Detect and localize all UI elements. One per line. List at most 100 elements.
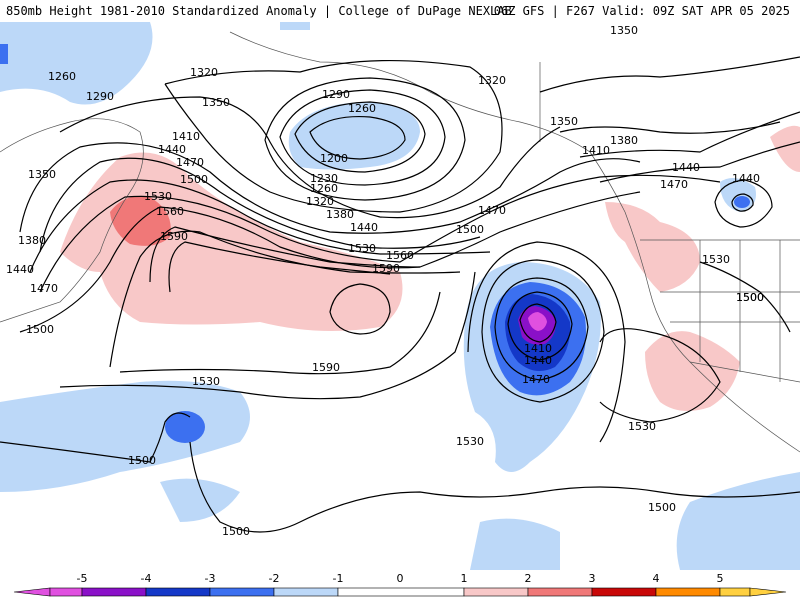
contour-south-1500-b xyxy=(189,441,800,533)
contour-label: 1500 xyxy=(222,525,250,538)
contour-1320 xyxy=(164,59,503,213)
colorbar-tick: -1 xyxy=(333,572,344,585)
contour-cutoff-1530 xyxy=(467,241,626,443)
contour-label: 1260 xyxy=(48,70,76,83)
contour-1350 xyxy=(59,96,561,219)
anomaly-map: 1350 1260 1290 1320 1320 1350 1290 1260 … xyxy=(0,22,800,570)
states-grid xyxy=(660,240,800,382)
contour-label: 1590 xyxy=(312,361,340,374)
colorbar-swatch xyxy=(337,587,465,597)
colorbar-swatch xyxy=(527,587,593,597)
colorbar-swatch xyxy=(145,587,211,597)
contour-label: 1410 xyxy=(172,130,200,143)
contour-label: 1380 xyxy=(18,234,46,247)
colorbar-tick: -4 xyxy=(141,572,152,585)
contour-cutoff-1500 xyxy=(481,259,605,403)
contour-1560 xyxy=(149,226,421,283)
contour-ne-1440 xyxy=(599,141,800,183)
contour-label: 1530 xyxy=(628,420,656,433)
contour-label: 1230 xyxy=(310,172,338,185)
contour-label: 1440 xyxy=(732,172,760,185)
border-us-mexico xyxy=(689,361,800,383)
contour-1230 xyxy=(294,101,426,173)
anomaly-area-neg1-aleutian xyxy=(288,102,420,170)
coastline-alaska xyxy=(229,31,626,213)
contour-1200 xyxy=(309,115,406,160)
contour-label: 1350 xyxy=(550,115,578,128)
colorbar-arrow-right xyxy=(749,587,787,597)
coastlines xyxy=(0,31,800,453)
contour-label: 1380 xyxy=(326,208,354,221)
contour-label: 1530 xyxy=(192,375,220,388)
colorbar-strip xyxy=(13,587,787,597)
colorbar-swatch xyxy=(655,587,721,597)
contour-label: 1590 xyxy=(160,230,188,243)
contour-label: 1320 xyxy=(478,74,506,87)
contour-1500 xyxy=(19,191,641,333)
contour-label: 1530 xyxy=(348,242,376,255)
contour-1590 xyxy=(168,241,391,293)
colorbar-swatch xyxy=(49,587,83,597)
contour-label: 1440 xyxy=(158,143,186,156)
contour-label: 1470 xyxy=(478,204,506,217)
contour-label: 1470 xyxy=(176,156,204,169)
contour-label: 1470 xyxy=(522,373,550,386)
contour-cutoff-1440 xyxy=(507,291,573,361)
contour-label: 1500 xyxy=(648,501,676,514)
contour-1440 xyxy=(29,179,491,273)
anomaly-area-pos1-california xyxy=(645,331,740,411)
contour-east-1440 xyxy=(714,179,773,228)
run-info: 06Z GFS | F267 Valid: 09Z SAT APR 05 202… xyxy=(493,4,790,18)
contour-label: 1500 xyxy=(128,454,156,467)
contour-cutoff-1410 xyxy=(519,303,557,343)
anomaly-area-neg1-mexico xyxy=(470,518,560,570)
contour-ne-1410 xyxy=(579,111,800,158)
anomaly-area-neg5-cutoff xyxy=(528,312,547,331)
contour-label: 1500 xyxy=(180,173,208,186)
colorbar-swatch xyxy=(81,587,147,597)
contour-label: 1440 xyxy=(672,161,700,174)
contour-label: 1530 xyxy=(456,435,484,448)
contour-label: 1560 xyxy=(156,205,184,218)
contour-label: 1320 xyxy=(190,66,218,79)
contour-label: 1500 xyxy=(736,291,764,304)
anomaly-area-neg1-north xyxy=(280,22,310,30)
contour-label: 1260 xyxy=(348,102,376,115)
colorbar-tick: 1 xyxy=(461,572,468,585)
contour-east-1440-inner xyxy=(731,193,754,212)
contour-1410 xyxy=(39,157,481,253)
anomaly-area-pos1-far-east xyxy=(770,125,800,172)
contour-label: 1410 xyxy=(524,342,552,355)
contour-label: 1530 xyxy=(702,253,730,266)
contour-label: 1500 xyxy=(456,223,484,236)
contour-label: 1290 xyxy=(86,90,114,103)
coastline-asia xyxy=(0,118,144,323)
colorbar-tick: 5 xyxy=(717,572,724,585)
colorbar-tick: 0 xyxy=(397,572,404,585)
colorbar-swatch xyxy=(719,587,751,597)
contour-south-1590 xyxy=(119,291,441,375)
colorbar-swatch xyxy=(273,587,339,597)
contour-label: 1350 xyxy=(28,168,56,181)
anomaly-colorbar: -5 -4 -3 -2 -1 0 1 2 3 4 5 xyxy=(13,572,787,597)
contour-1380 xyxy=(19,142,641,234)
anomaly-area-neg1-south-pacific xyxy=(0,380,250,492)
contour-ridge-loop xyxy=(329,283,391,335)
colorbar-tick: 3 xyxy=(589,572,596,585)
negative-anomaly-shading xyxy=(0,22,800,570)
contour-1260 xyxy=(279,89,446,186)
colorbar-tick: 2 xyxy=(525,572,532,585)
contour-label: 1260 xyxy=(310,182,338,195)
contour-ne-1350 xyxy=(539,56,800,93)
contour-south-1530 xyxy=(59,271,476,400)
contour-label: 1560 xyxy=(386,249,414,262)
colorbar-tick: -2 xyxy=(269,572,280,585)
contour-label: 1470 xyxy=(660,178,688,191)
contour-label: 1290 xyxy=(322,88,350,101)
contour-label: 1530 xyxy=(144,190,172,203)
contour-label: 1500 xyxy=(736,291,764,304)
contour-label: 1350 xyxy=(202,96,230,109)
colorbar-tick: 4 xyxy=(653,572,660,585)
contour-label: 1350 xyxy=(610,24,638,37)
contour-ne-1380 xyxy=(559,121,781,134)
